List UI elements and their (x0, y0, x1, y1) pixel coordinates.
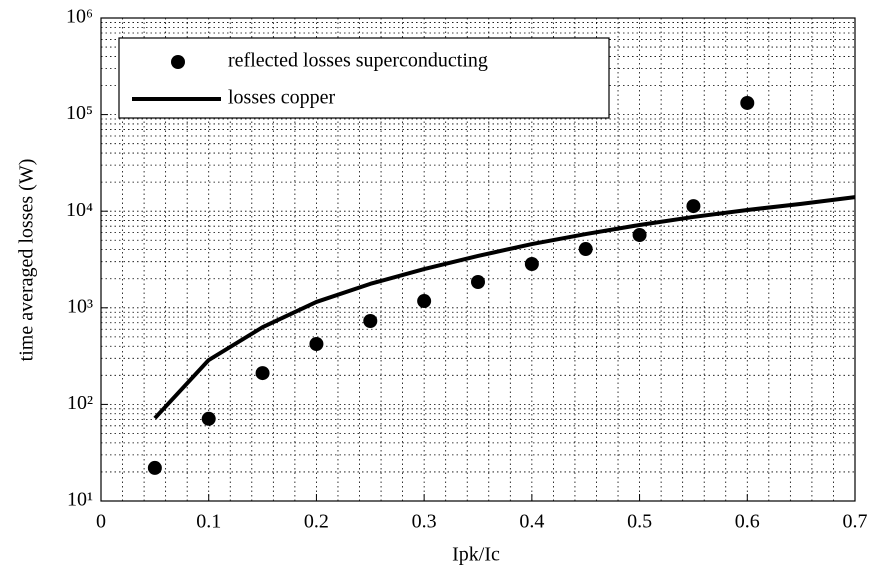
data-point (309, 336, 324, 351)
legend-label: losses copper (228, 87, 336, 109)
y-tick-label: 10⁴ (66, 199, 93, 221)
y-axis-label: time averaged losses (W) (16, 159, 38, 362)
x-tick-label: 0.5 (627, 511, 652, 533)
data-point (147, 460, 162, 475)
y-tick-label: 10⁶ (66, 6, 93, 28)
x-tick-label: 0.3 (412, 511, 437, 533)
data-point (740, 95, 755, 110)
data-point (471, 274, 485, 289)
plot-frame (100, 17, 856, 502)
data-point (524, 257, 539, 272)
legend-label: reflected losses superconducting (228, 50, 488, 72)
y-tick-label: 10⁵ (66, 102, 93, 124)
data-point (201, 411, 216, 426)
legend-marker (171, 55, 185, 69)
data-point (417, 294, 432, 309)
y-tick-label: 10² (67, 392, 93, 414)
data-point (255, 366, 270, 381)
y-tick-label: 10¹ (67, 489, 93, 511)
x-axis-label: Ipk/Ic (452, 544, 500, 566)
x-tick-label: 0.2 (304, 511, 329, 533)
data-point (632, 228, 647, 243)
x-tick-label: 0.7 (843, 511, 868, 533)
data-point (363, 314, 378, 329)
x-tick-label: 0 (96, 511, 106, 533)
data-line (153, 195, 856, 420)
data-point (686, 199, 701, 214)
legend-box (118, 37, 610, 119)
y-tick-label: 10³ (67, 295, 93, 317)
x-tick-label: 0.1 (196, 511, 221, 533)
x-tick-label: 0.6 (735, 511, 760, 533)
x-tick-label: 0.4 (519, 511, 544, 533)
data-point (578, 242, 593, 257)
